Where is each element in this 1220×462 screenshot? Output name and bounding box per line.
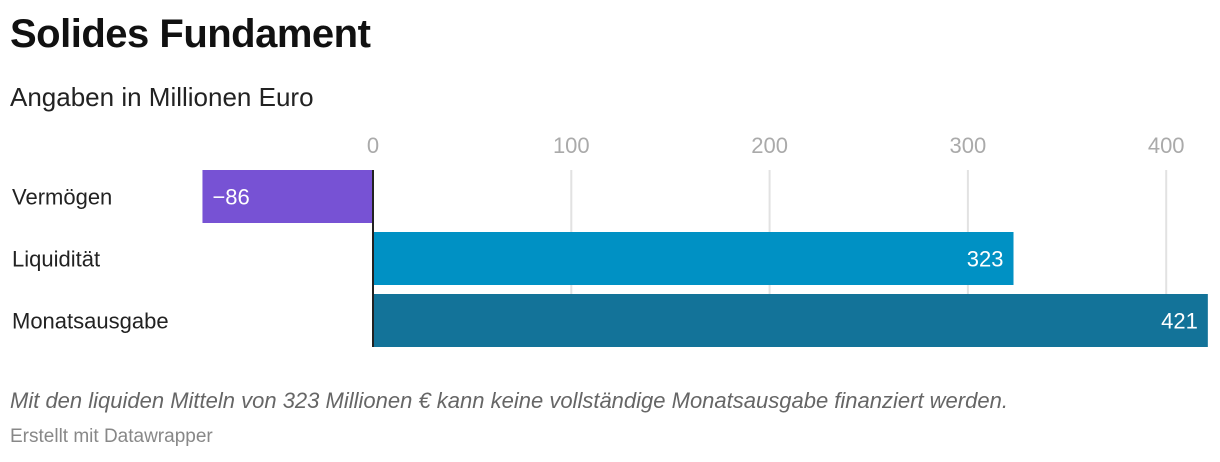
- chart-note: Mit den liquiden Mitteln von 323 Million…: [10, 388, 1008, 413]
- value-label: 323: [967, 247, 1004, 272]
- category-label: Liquidität: [12, 247, 100, 272]
- category-label: Monatsausgabe: [12, 309, 169, 334]
- x-tick-label: 400: [1148, 133, 1185, 158]
- x-tick-label: 0: [367, 133, 379, 158]
- chart-title: Solides Fundament: [10, 12, 371, 56]
- credit-link[interactable]: Erstellt mit Datawrapper: [10, 426, 213, 447]
- x-tick-label: 200: [751, 133, 788, 158]
- value-label: 421: [1161, 309, 1198, 334]
- x-tick-label: 100: [553, 133, 590, 158]
- bar-chart: 0 100 200 300 400 Vermögen −86 Liquidität 323 Mon…: [12, 133, 1208, 347]
- category-label: Vermögen: [12, 185, 112, 210]
- bar: [373, 294, 1208, 347]
- bar: [373, 232, 1014, 285]
- chart-subtitle: Angaben in Millionen Euro: [10, 82, 314, 112]
- bar: [202, 170, 373, 223]
- x-tick-label: 300: [950, 133, 987, 158]
- value-label: −86: [212, 185, 249, 210]
